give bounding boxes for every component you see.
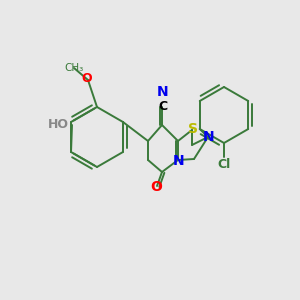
Text: CH₃: CH₃ xyxy=(64,63,84,73)
Text: HO: HO xyxy=(47,118,68,130)
Text: N: N xyxy=(203,130,215,144)
Text: Cl: Cl xyxy=(218,158,231,172)
Text: O: O xyxy=(82,73,92,85)
Text: N: N xyxy=(173,154,185,168)
Text: C: C xyxy=(158,100,168,113)
Text: N: N xyxy=(157,85,169,99)
Text: O: O xyxy=(150,180,162,194)
Text: S: S xyxy=(188,122,198,136)
